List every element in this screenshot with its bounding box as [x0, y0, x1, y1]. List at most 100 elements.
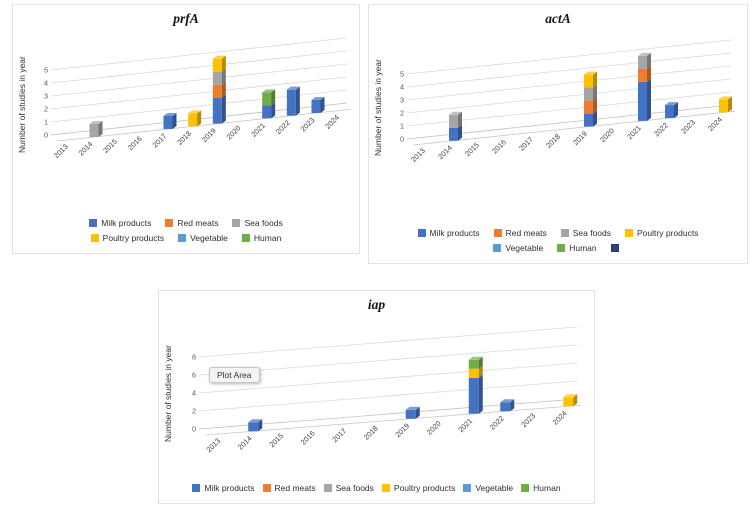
- svg-text:2018: 2018: [544, 132, 562, 150]
- chart-title: iap: [367, 297, 386, 312]
- svg-text:2024: 2024: [706, 115, 724, 133]
- legend-row: Milk products Red meats Sea foods Poultry p…: [373, 228, 743, 238]
- legend-item-sea-foods: Sea foods: [560, 228, 611, 238]
- legend-row: Milk products Red meats Sea foods Poultry p…: [163, 483, 590, 493]
- legend-swatch: [493, 229, 502, 237]
- bar-segment: [638, 81, 647, 121]
- svg-text:2020: 2020: [598, 126, 616, 144]
- bar-side-face: [415, 406, 420, 419]
- chart-title: actA: [545, 11, 571, 26]
- legend-swatch: [557, 244, 566, 252]
- bar-side-face: [221, 81, 226, 98]
- svg-text:3: 3: [400, 96, 404, 105]
- svg-text:6: 6: [192, 371, 196, 380]
- svg-text:4: 4: [44, 79, 48, 88]
- svg-text:2017: 2017: [517, 135, 535, 153]
- bar-side-face: [221, 94, 226, 124]
- svg-text:2021: 2021: [249, 121, 267, 139]
- legend-item-red-meats: Red meats: [262, 483, 316, 493]
- bar-top-face: [286, 86, 300, 90]
- bar-segment: [638, 55, 647, 69]
- bar-segment: [449, 114, 458, 128]
- legend-swatch: [521, 484, 530, 492]
- legend-label: Milk products: [204, 483, 255, 493]
- svg-text:2014: 2014: [436, 143, 454, 161]
- bar-side-face: [647, 52, 651, 69]
- svg-text:2017: 2017: [330, 426, 348, 444]
- legend-label: Milk products: [101, 218, 152, 228]
- bar-side-face: [458, 124, 462, 141]
- bars: [449, 52, 732, 141]
- bar-side-face: [728, 96, 732, 113]
- legend-item-vegetable: Vegetable: [493, 243, 543, 253]
- svg-text:8: 8: [192, 353, 196, 362]
- legend-item-red-meats: Red meats: [165, 218, 218, 228]
- svg-text:2014: 2014: [77, 140, 95, 158]
- bar-side-face: [593, 97, 597, 114]
- chart-body: Number of studies in year 0 2 4 6 8 2013 2014 2…: [163, 315, 590, 473]
- bar-side-face: [573, 394, 578, 407]
- svg-text:2013: 2013: [204, 436, 222, 454]
- svg-text:2: 2: [44, 105, 48, 114]
- bar-segment: [638, 68, 647, 82]
- bar-top-face: [188, 110, 202, 114]
- chart-title: prfA: [173, 11, 199, 26]
- chart-card-acta[interactable]: actA Number of studies in year 0 1 2 3 4 5 201…: [368, 4, 748, 264]
- bar-top-face: [500, 399, 515, 403]
- legend-swatch: [463, 484, 472, 492]
- legend-item-milk-products: Milk products: [192, 483, 255, 493]
- legend-swatch: [178, 234, 187, 242]
- bar-segment: [665, 105, 674, 119]
- bar-segment: [468, 377, 479, 414]
- svg-text:4: 4: [192, 389, 196, 398]
- legend-swatch: [232, 219, 241, 227]
- bar-top-face: [719, 96, 732, 100]
- svg-text:0: 0: [192, 425, 196, 434]
- svg-text:2018: 2018: [362, 424, 380, 442]
- plot-area: 0 1 2 3 4 5 2013 2014 2015 2016 2017 2018 2019 2020 20…: [400, 39, 736, 164]
- bar-side-face: [593, 71, 597, 88]
- legend-swatch: [381, 484, 390, 492]
- bar-segment: [286, 89, 296, 116]
- legend-item-human: Human: [241, 233, 281, 243]
- svg-text:2016: 2016: [126, 134, 144, 152]
- y-axis-title: Number of studies in year: [163, 345, 173, 443]
- legend-swatch: [89, 219, 98, 227]
- bar-segment: [468, 368, 479, 378]
- legend-label: Red meats: [505, 228, 547, 238]
- chart-body: Number of studies in year 0 1 2 3 4 5 2013 2014…: [373, 29, 743, 187]
- legend-label: Red meats: [274, 483, 316, 493]
- svg-text:2018: 2018: [175, 129, 193, 147]
- legend-item-milk-products: Milk products: [417, 228, 480, 238]
- plot-area: 0 1 2 3 4 5 2013 2014 2015 2016 2017 2018 2019 2020 20…: [44, 37, 352, 160]
- svg-text:2016: 2016: [490, 138, 508, 156]
- bar-segment: [468, 359, 479, 369]
- bar-segment: [584, 113, 593, 127]
- bar-top-face: [449, 111, 462, 115]
- svg-text:2020: 2020: [225, 124, 243, 142]
- bar-top-face: [584, 71, 597, 75]
- gridlines: [50, 37, 352, 142]
- plot-area: 0 2 4 6 8 2013 2014 2015 2016 2017 2018 2019 2020 202…: [192, 326, 582, 454]
- bar-side-face: [478, 356, 483, 369]
- legend-label: Poultry products: [393, 483, 456, 493]
- svg-text:2015: 2015: [101, 137, 119, 155]
- legend-label: Sea foods: [335, 483, 374, 493]
- legend-swatch: [192, 484, 201, 492]
- legend-swatch: [323, 484, 332, 492]
- svg-text:0: 0: [44, 131, 48, 140]
- svg-text:2021: 2021: [625, 123, 643, 141]
- svg-text:2019: 2019: [571, 129, 589, 147]
- legend-item-human: Human: [557, 243, 597, 253]
- chart-card-iap[interactable]: iap Number of studies in year 0 2 4 6 8 2013 2…: [158, 290, 595, 504]
- svg-text:4: 4: [400, 83, 404, 92]
- bar-side-face: [295, 86, 300, 116]
- bar-segment: [584, 74, 593, 88]
- legend-item-human: Human: [521, 483, 561, 493]
- bar-segment: [248, 422, 259, 432]
- bar-top-face: [163, 113, 177, 116]
- chart-legend: Milk products Red meats Sea foods Poultry p…: [373, 228, 743, 253]
- bar-segment: [188, 113, 198, 127]
- chart-card-prfa[interactable]: prfA Number of studies in year 0 1 2 3 4 5 201…: [12, 4, 360, 254]
- svg-text:2014: 2014: [236, 434, 254, 452]
